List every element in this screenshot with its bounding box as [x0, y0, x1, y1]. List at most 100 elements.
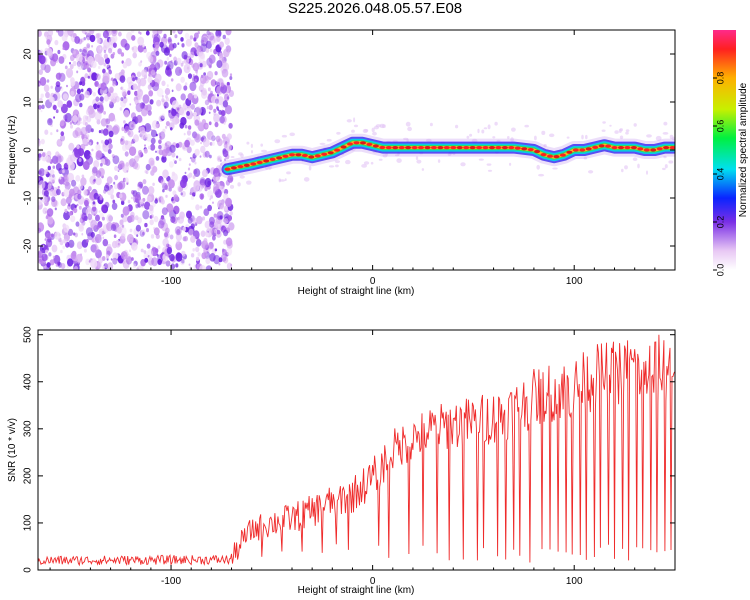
noise-speckle [165, 121, 170, 127]
faint-echo [477, 128, 480, 134]
faint-echo [240, 153, 244, 158]
noise-speckle [108, 69, 112, 75]
noise-speckle [220, 159, 222, 162]
noise-speckle [71, 179, 77, 187]
noise-speckle [229, 76, 233, 80]
noise-speckle [159, 217, 166, 226]
track-peak-mark [295, 153, 302, 157]
noise-speckle [41, 152, 46, 158]
faint-echo [246, 141, 250, 145]
faint-echo [478, 158, 484, 161]
faint-echo [281, 134, 287, 138]
noise-speckle [208, 111, 211, 115]
noise-speckle [63, 238, 68, 244]
faint-echo [328, 165, 335, 168]
noise-speckle [95, 96, 100, 102]
faint-echo [351, 129, 355, 133]
noise-speckle [148, 90, 154, 97]
noise-speckle [68, 211, 73, 217]
noise-speckle [152, 182, 155, 186]
noise-speckle [110, 194, 115, 200]
noise-speckle [137, 88, 144, 97]
noise-speckle [70, 124, 73, 129]
noise-speckle [124, 140, 129, 146]
noise-speckle [170, 59, 173, 63]
noise-speckle [112, 92, 118, 100]
noise-speckle [157, 245, 161, 250]
noise-speckle [74, 36, 81, 44]
snr-ylabel: SNR (10 * v/v) [7, 418, 18, 482]
noise-speckle [131, 124, 134, 128]
noise-speckle [48, 252, 52, 257]
faint-echo [585, 134, 588, 140]
track-peak-mark [463, 146, 470, 150]
noise-speckle [40, 109, 43, 113]
noise-speckle [75, 253, 83, 263]
noise-speckle [131, 112, 136, 120]
track-peak-mark [547, 154, 553, 158]
noise-speckle [138, 62, 142, 67]
noise-speckle [78, 158, 82, 162]
noise-speckle [208, 104, 213, 111]
noise-speckle [92, 92, 97, 97]
faint-echo [507, 136, 510, 139]
faint-echo [319, 142, 326, 145]
noise-speckle [192, 62, 200, 72]
noise-speckle [87, 213, 93, 220]
track-peak-mark [243, 163, 250, 167]
noise-speckle [154, 199, 158, 204]
faint-echo [625, 129, 630, 132]
noise-speckle [180, 192, 183, 196]
noise-speckle [167, 36, 172, 43]
noise-speckle [175, 232, 182, 242]
noise-speckle [102, 72, 110, 82]
noise-speckle [118, 180, 126, 190]
noise-speckle [86, 37, 90, 41]
noise-speckle [169, 234, 174, 240]
snr-frame [37, 329, 676, 571]
noise-speckle [97, 52, 102, 59]
noise-speckle [45, 249, 49, 254]
noise-speckle [40, 93, 44, 98]
noise-speckle [112, 155, 120, 165]
noise-speckle [187, 73, 193, 79]
noise-speckle [94, 111, 102, 121]
noise-speckle [161, 95, 164, 98]
noise-speckle [146, 228, 149, 233]
noise-speckle [168, 179, 175, 189]
noise-speckle [84, 122, 88, 126]
noise-speckle [190, 253, 195, 258]
noise-speckle [87, 75, 91, 79]
noise-speckle [181, 51, 188, 60]
noise-speckle [195, 246, 200, 253]
noise-speckle [160, 181, 163, 185]
noise-speckle [106, 221, 114, 232]
noise-speckle [60, 131, 65, 137]
noise-speckle [132, 83, 138, 91]
noise-speckle [138, 149, 143, 156]
faint-echo [326, 138, 332, 142]
noise-speckle [66, 172, 75, 183]
faint-echo [284, 178, 287, 182]
noise-speckle [81, 134, 85, 140]
noise-speckle [140, 60, 143, 63]
noise-speckle [122, 96, 128, 104]
noise-speckle [103, 49, 107, 54]
snr-ytick-label: 200 [23, 467, 34, 484]
noise-speckle [44, 64, 51, 73]
noise-speckle [89, 30, 95, 35]
noise-speckle [200, 141, 203, 145]
noise-speckle [208, 54, 216, 64]
noise-speckle [199, 177, 206, 186]
noise-speckle [192, 74, 195, 77]
colorbar-tick-label: 0.0 [715, 264, 725, 277]
noise-speckle [160, 199, 165, 205]
noise-speckle [109, 86, 114, 93]
snr-ytick-label: 300 [23, 420, 34, 437]
faint-echo [524, 124, 529, 128]
faint-echo [308, 165, 312, 171]
noise-speckle [69, 154, 76, 163]
track-peak-mark [424, 146, 431, 150]
